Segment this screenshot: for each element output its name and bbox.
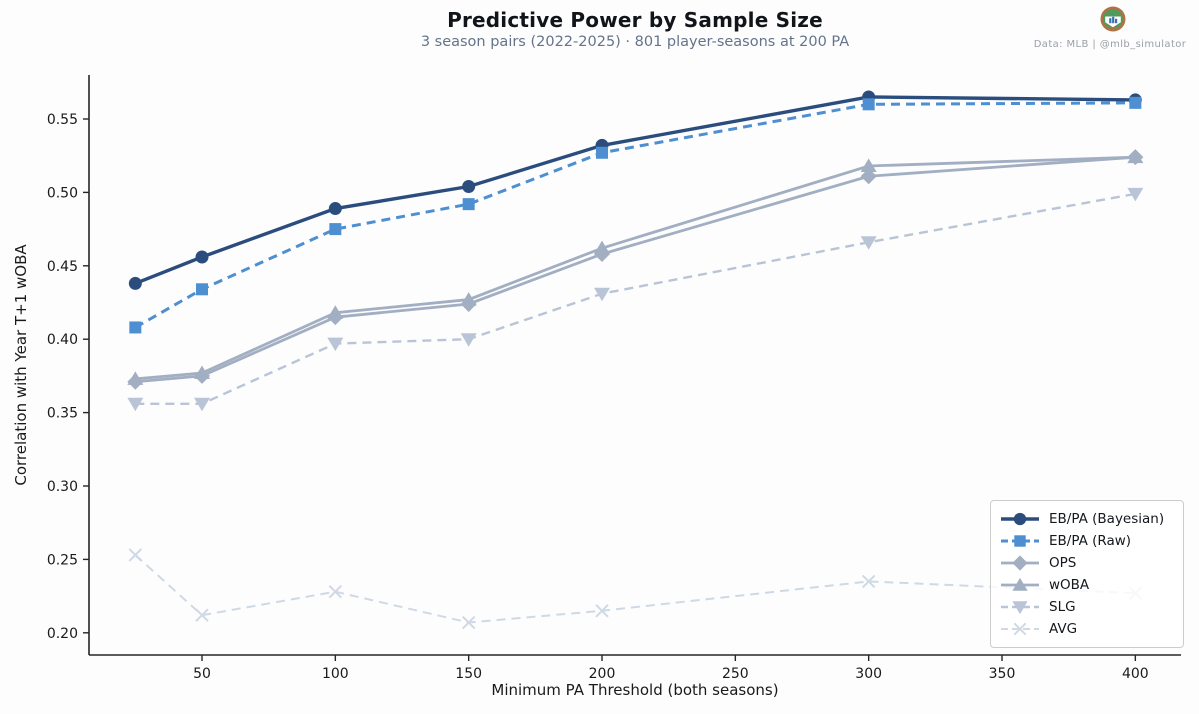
x-tick-label: 200 [589, 666, 616, 682]
x-tick-label: 150 [455, 666, 482, 682]
y-tick-label: 0.40 [47, 332, 78, 348]
legend-label: EB/PA (Raw) [1049, 533, 1132, 549]
data-point-marker [462, 198, 475, 211]
legend-item-ops: OPS [1000, 552, 1173, 574]
data-point-marker [1013, 512, 1027, 526]
y-tick-label: 0.30 [47, 479, 78, 495]
data-point-marker [195, 608, 209, 622]
data-point-marker [328, 202, 342, 216]
data-point-marker [862, 98, 875, 111]
data-point-marker [594, 240, 611, 255]
series-line [135, 155, 1136, 384]
data-point-marker [1014, 535, 1026, 547]
data-point-marker [327, 337, 344, 352]
data-point-marker [129, 321, 142, 334]
data-point-marker [861, 574, 876, 589]
x-axis-label: Minimum PA Threshold (both seasons) [491, 681, 779, 699]
data-point-marker [1129, 96, 1142, 109]
x-tick-label: 300 [855, 666, 882, 682]
series-line [135, 155, 1136, 381]
series-slg [127, 187, 1144, 412]
data-point-marker [127, 397, 144, 412]
data-point-marker [194, 365, 210, 379]
legend-item-woba: wOBA [1000, 574, 1173, 596]
legend-marker-icon [1001, 601, 1039, 615]
legend-marker-icon [1001, 512, 1039, 526]
legend-item-eb-pa-raw-: EB/PA (Raw) [1000, 530, 1173, 552]
y-tick-label: 0.25 [47, 552, 78, 568]
series-woba [127, 149, 1144, 385]
data-point-marker [327, 305, 344, 319]
legend-marker-icon [1001, 555, 1039, 571]
series-line [134, 101, 1136, 329]
series-line [134, 554, 1136, 624]
x-tick-label: 250 [722, 666, 749, 682]
y-tick-label: 0.20 [47, 626, 78, 642]
data-point-marker [1012, 601, 1028, 615]
y-axis-label: Correlation with Year T+1 wOBA [12, 244, 30, 486]
data-point-marker [329, 223, 342, 236]
x-tick-label: 50 [193, 666, 211, 682]
x-tick-label: 400 [1122, 666, 1149, 682]
legend-item-avg: AVG [1000, 618, 1173, 640]
legend-label: OPS [1049, 555, 1077, 571]
data-point-marker [1012, 555, 1028, 571]
data-point-marker [128, 276, 142, 290]
chart-subtitle: 3 season pairs (2022-2025) · 801 player-… [420, 34, 850, 50]
series-line [134, 95, 1136, 285]
data-point-marker [127, 371, 144, 385]
x-tick-label: 350 [989, 666, 1016, 682]
data-point-marker [595, 604, 609, 618]
data-point-marker [1013, 622, 1027, 636]
x-tick-label: 100 [322, 666, 349, 682]
data-point-marker [128, 548, 143, 562]
mlb-simulator-logo-icon [1100, 6, 1126, 32]
data-point-marker [860, 158, 877, 172]
data-point-marker [461, 615, 476, 630]
data-point-marker [195, 250, 209, 264]
data-point-marker [196, 283, 208, 296]
data-point-marker [462, 180, 476, 194]
data-point-marker [460, 333, 477, 347]
legend-item-slg: SLG [1000, 596, 1173, 618]
series-eb-pa-bayesian- [128, 90, 1142, 290]
legend-label: EB/PA (Bayesian) [1049, 511, 1165, 527]
chart-title: Predictive Power by Sample Size [447, 8, 823, 32]
data-point-marker [596, 146, 609, 159]
legend-label: SLG [1049, 599, 1076, 615]
legend-marker-icon [1001, 535, 1039, 547]
y-tick-label: 0.55 [47, 112, 78, 128]
y-tick-label: 0.45 [47, 259, 78, 275]
series-ops [127, 149, 1144, 390]
legend-marker-icon [1001, 577, 1039, 591]
y-tick-label: 0.35 [47, 406, 78, 422]
data-point-marker [194, 397, 210, 412]
data-point-marker [860, 236, 877, 250]
legend-label: wOBA [1049, 577, 1090, 593]
data-point-marker [860, 168, 877, 185]
data-point-marker [1127, 149, 1144, 164]
data-point-marker [460, 292, 477, 306]
series-eb-pa-raw- [129, 96, 1142, 334]
legend-label: AVG [1049, 621, 1078, 637]
data-point-marker [1127, 187, 1144, 202]
data-point-marker [1012, 577, 1028, 591]
data-point-marker [328, 584, 343, 599]
data-point-marker [594, 287, 611, 302]
legend-item-eb-pa-bayesian-: EB/PA (Bayesian) [1000, 508, 1173, 530]
legend-box: EB/PA (Bayesian) EB/PA (Raw) OPS wOBA SLG AVG [990, 500, 1184, 648]
legend-marker-icon [1001, 622, 1039, 636]
attribution-text: Data: MLB | @mlb_simulator [1033, 39, 1187, 50]
y-tick-label: 0.50 [47, 185, 78, 201]
